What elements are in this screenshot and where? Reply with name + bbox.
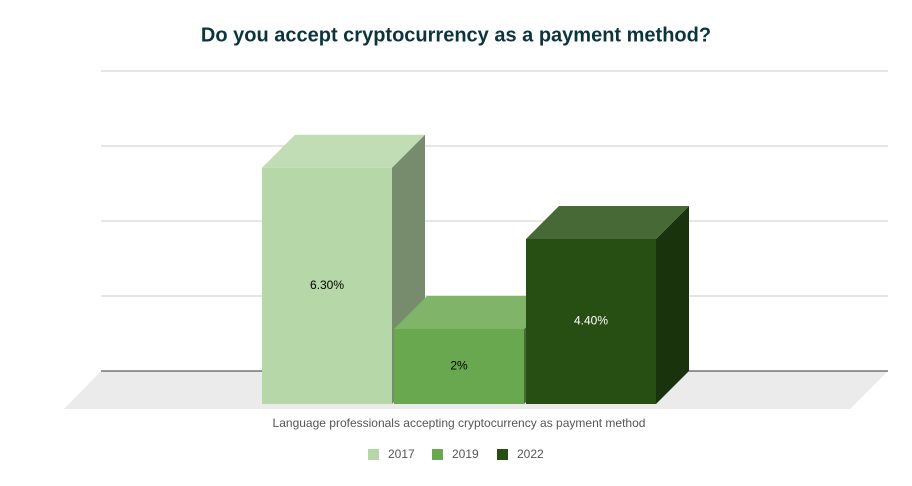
bar (526, 239, 656, 404)
legend-label: 2019 (452, 447, 479, 461)
bar (262, 167, 392, 404)
legend-swatch (432, 449, 443, 460)
bar-top (394, 296, 557, 329)
legend-swatch (368, 449, 379, 460)
bar-top (262, 134, 425, 168)
data-label: 4.40% (574, 314, 608, 328)
bar-top (526, 206, 689, 239)
legend-label: 2017 (388, 447, 415, 461)
x-tick-label: Language professionals accepting cryptoc… (273, 416, 646, 430)
data-label: 6.30% (310, 278, 344, 292)
bar-side (656, 206, 689, 404)
chart-title: Do you accept cryptocurrency as a paymen… (201, 24, 711, 46)
data-label: 2% (450, 359, 468, 373)
bar (394, 329, 524, 404)
legend-swatch (497, 449, 508, 460)
legend-label: 2022 (517, 447, 544, 461)
